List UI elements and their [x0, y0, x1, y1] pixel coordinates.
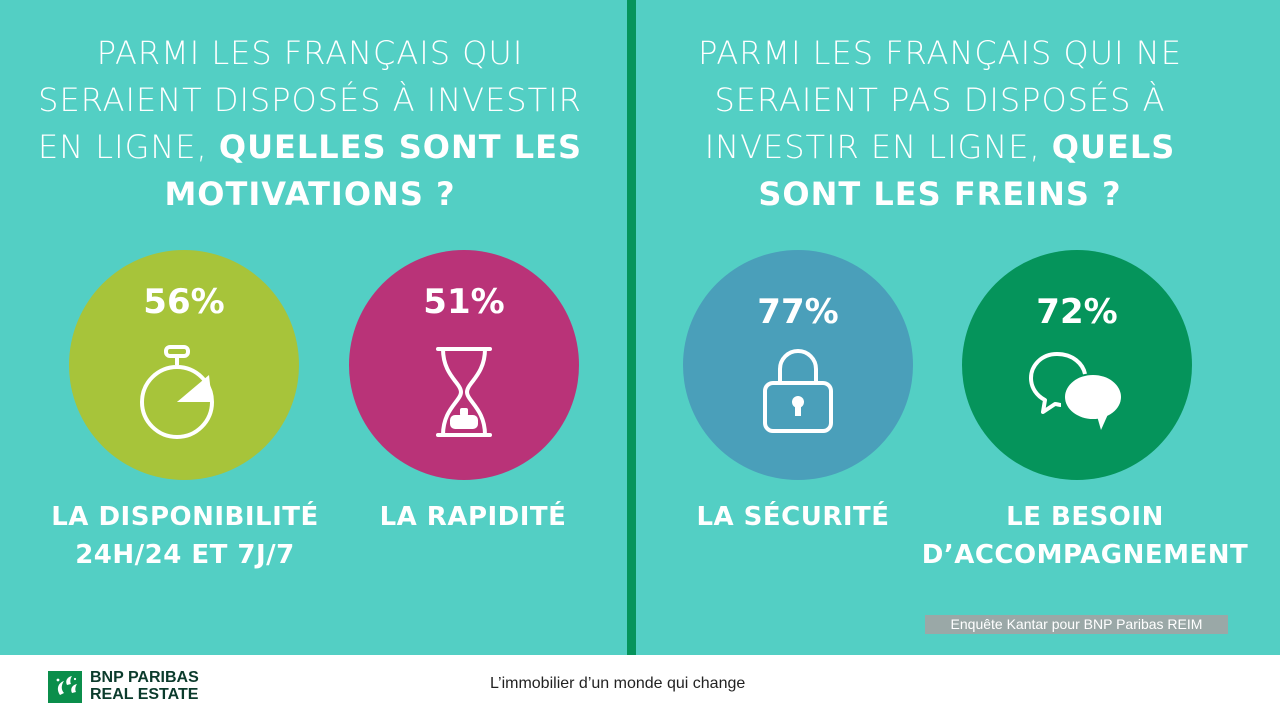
logo-text: BNP PARIBAS REAL ESTATE [90, 669, 199, 703]
logo-line1: BNP PARIBAS [90, 669, 199, 686]
availability-label-line1: LA DISPONIBILITÉ [51, 502, 319, 532]
right-heading: PARMI LES FRANÇAIS QUI NE SERAIENT PAS D… [660, 30, 1220, 218]
speed-label: LA RAPIDITÉ [358, 498, 588, 536]
left-heading-bold: QUELLES SONT LES MOTIVATIONS ? [164, 128, 583, 213]
chat-bubbles-icon [1029, 352, 1121, 430]
availability-circle: 56% [69, 250, 299, 480]
speed-circle: 51% [349, 250, 579, 480]
footer: BNP PARIBAS REAL ESTATE L’immobilier d’u… [0, 655, 1280, 720]
availability-percent: 56% [143, 282, 225, 322]
right-heading-bold: QUELS SONT LES FREINS ? [758, 128, 1176, 213]
stopwatch-icon [140, 345, 214, 439]
security-circle: 77% [683, 250, 913, 480]
security-percent: 77% [757, 292, 839, 332]
speed-percent: 51% [423, 282, 505, 322]
bnp-logo-icon [48, 671, 82, 703]
support-percent: 72% [1036, 292, 1118, 332]
speed-label-line1: LA RAPIDITÉ [379, 502, 567, 532]
security-label-line1: LA SÉCURITÉ [696, 502, 890, 532]
support-circle: 72% [962, 250, 1192, 480]
hourglass-icon [436, 347, 492, 437]
availability-label: LA DISPONIBILITÉ 24H/24 ET 7J/7 [40, 498, 330, 574]
padlock-icon [763, 349, 833, 433]
availability-label-line2: 24H/24 ET 7J/7 [75, 540, 295, 570]
support-label-line2: D’ACCOMPAGNEMENT [921, 540, 1249, 570]
left-heading-light: PARMI LES FRANÇAIS QUI SERAIENT DISPOSÉS… [37, 34, 582, 166]
left-heading: PARMI LES FRANÇAIS QUI SERAIENT DISPOSÉS… [30, 30, 590, 218]
vertical-divider [627, 0, 636, 655]
support-label-line1: LE BESOIN [1006, 502, 1164, 532]
source-note: Enquête Kantar pour BNP Paribas REIM [925, 615, 1228, 634]
security-label: LA SÉCURITÉ [668, 498, 918, 536]
tagline: L’immobilier d’un monde qui change [490, 675, 746, 692]
right-heading-light: PARMI LES FRANÇAIS QUI NE SERAIENT PAS D… [698, 34, 1182, 166]
support-label: LE BESOIN D’ACCOMPAGNEMENT [915, 498, 1255, 574]
logo-line2: REAL ESTATE [90, 686, 199, 703]
